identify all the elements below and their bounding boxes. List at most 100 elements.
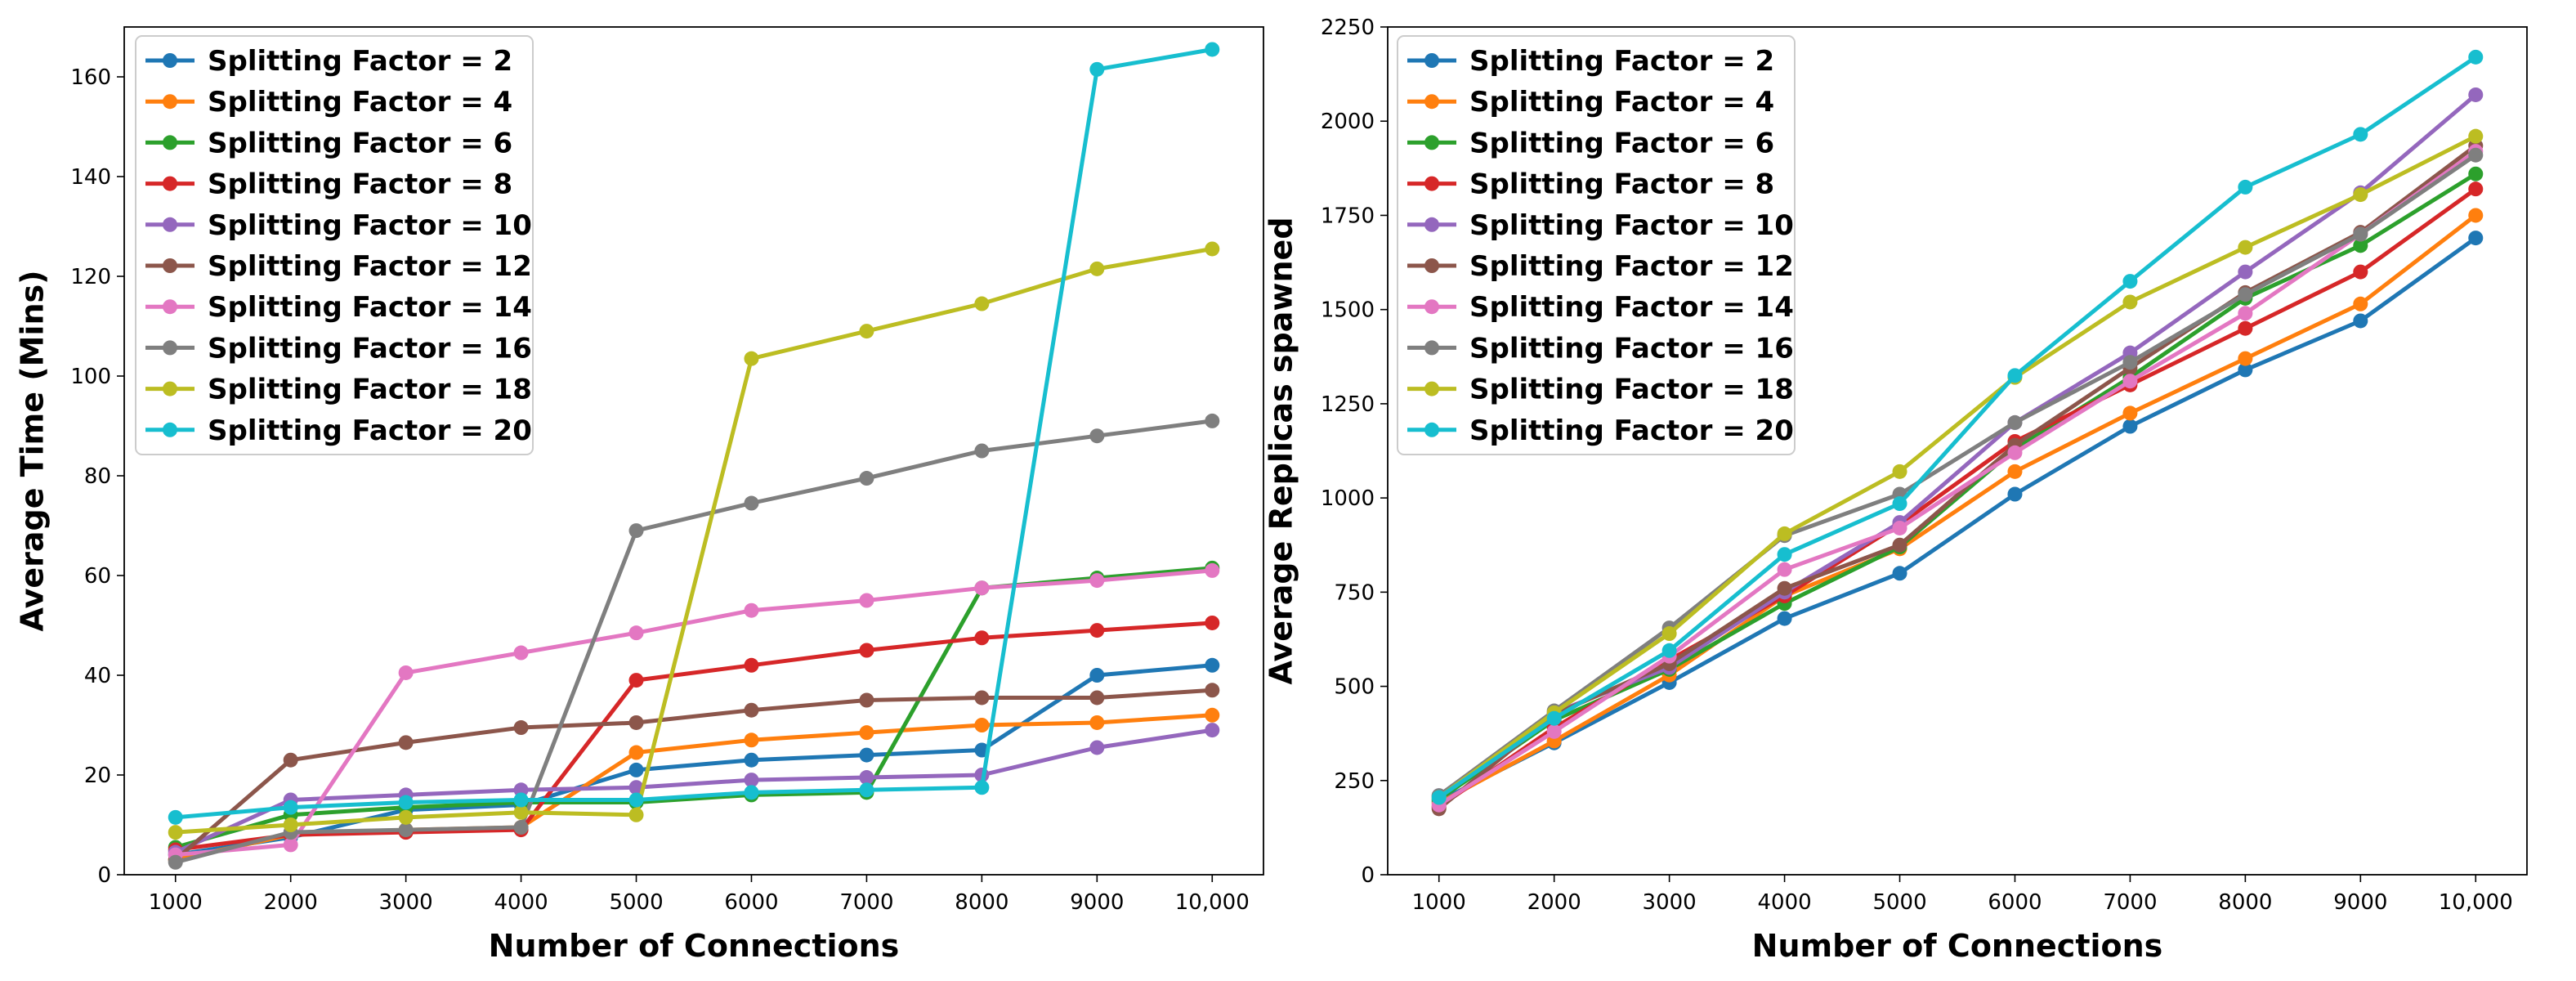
legend-marker bbox=[1424, 94, 1439, 110]
y-tick-label-2000: 2000 bbox=[1321, 110, 1375, 134]
data-point-splitting-factor-20-7000 bbox=[859, 782, 874, 798]
x-tick-label-2000: 2000 bbox=[264, 890, 318, 915]
data-point-splitting-factor-10-10-000 bbox=[1205, 723, 1220, 738]
series-line-splitting-factor-18 bbox=[1438, 134, 2477, 800]
data-point-splitting-factor-4-10-000 bbox=[1205, 707, 1220, 723]
legend-marker bbox=[163, 299, 177, 315]
data-point-splitting-factor-14-6000 bbox=[2007, 445, 2023, 460]
legend-label: Splitting Factor = 16 bbox=[208, 332, 532, 365]
legend-entry-splitting-factor-4: Splitting Factor = 4 bbox=[145, 86, 512, 119]
x-tick-label-5000: 5000 bbox=[1872, 890, 1926, 915]
data-point-splitting-factor-12-3000 bbox=[398, 735, 414, 750]
legend-label: Splitting Factor = 4 bbox=[1469, 86, 1774, 119]
legend-label: Splitting Factor = 12 bbox=[1469, 250, 1794, 283]
data-point-splitting-factor-4-6000 bbox=[744, 732, 759, 748]
x-tick-label-6000: 6000 bbox=[724, 890, 778, 915]
chart-average-replicas: 1000 2000 3000 4000 5000 6000 7000 8000 9000 10,0… bbox=[1263, 16, 2528, 964]
data-point-splitting-factor-8-9000 bbox=[2353, 264, 2368, 280]
series-splitting-factor-14 bbox=[168, 562, 1220, 862]
data-point-splitting-factor-12-5000 bbox=[1892, 537, 1907, 553]
legend-marker bbox=[163, 258, 177, 273]
legend-label: Splitting Factor = 14 bbox=[1469, 291, 1794, 324]
data-point-splitting-factor-10-7000 bbox=[859, 770, 874, 786]
series-line-splitting-factor-14 bbox=[175, 568, 1213, 858]
legend-marker bbox=[1424, 422, 1439, 437]
data-point-splitting-factor-14-3000 bbox=[398, 665, 414, 680]
data-point-splitting-factor-4-7000 bbox=[859, 725, 874, 741]
data-point-splitting-factor-2-8000 bbox=[2238, 362, 2253, 378]
y-tick-label-80: 80 bbox=[84, 464, 111, 489]
data-point-splitting-factor-2-6000 bbox=[2007, 486, 2023, 502]
x-tick-label-2000: 2000 bbox=[1527, 890, 1581, 915]
series-line-splitting-factor-16 bbox=[1438, 153, 2477, 798]
y-tick-label-0: 0 bbox=[1361, 863, 1375, 888]
data-point-splitting-factor-14-5000 bbox=[1892, 520, 1907, 535]
data-point-splitting-factor-20-6000 bbox=[744, 785, 759, 800]
x-axis-label: Number of Connections bbox=[1752, 928, 2163, 964]
x-tick-label-3000: 3000 bbox=[1643, 890, 1697, 915]
data-point-splitting-factor-2-7000 bbox=[2122, 419, 2138, 434]
x-tick-label-3000: 3000 bbox=[379, 890, 433, 915]
data-point-splitting-factor-16-7000 bbox=[2122, 355, 2138, 370]
series-line-splitting-factor-14 bbox=[1438, 150, 2477, 807]
x-tick-label-9000: 9000 bbox=[2333, 890, 2387, 915]
legend-marker bbox=[1424, 217, 1439, 232]
data-point-splitting-factor-10-8000 bbox=[2238, 264, 2253, 280]
y-tick-label-160: 160 bbox=[70, 65, 111, 90]
legend-entry-splitting-factor-8: Splitting Factor = 8 bbox=[145, 168, 512, 201]
y-tick-label-2250: 2250 bbox=[1321, 16, 1375, 40]
data-point-splitting-factor-2-5000 bbox=[628, 762, 644, 777]
data-point-splitting-factor-14-8000 bbox=[2238, 306, 2253, 321]
data-point-splitting-factor-10-10-000 bbox=[2468, 87, 2484, 102]
y-tick-label-500: 500 bbox=[1334, 675, 1375, 700]
data-point-splitting-factor-16-9000 bbox=[1089, 428, 1105, 444]
data-point-splitting-factor-14-7000 bbox=[859, 593, 874, 608]
data-point-splitting-factor-18-3000 bbox=[1661, 626, 1677, 642]
data-point-splitting-factor-20-2000 bbox=[283, 800, 298, 815]
legend-marker bbox=[1424, 299, 1439, 315]
data-point-splitting-factor-14-6000 bbox=[744, 602, 759, 618]
data-point-splitting-factor-20-3000 bbox=[1661, 643, 1677, 658]
data-point-splitting-factor-20-7000 bbox=[2122, 274, 2138, 289]
legend-marker bbox=[1424, 176, 1439, 191]
data-point-splitting-factor-4-10-000 bbox=[2468, 208, 2484, 223]
y-axis-label: Average Replicas spawned bbox=[1263, 217, 1299, 684]
data-point-splitting-factor-8-8000 bbox=[2238, 320, 2253, 336]
legend-marker bbox=[163, 53, 177, 68]
data-point-splitting-factor-16-8000 bbox=[2238, 287, 2253, 302]
data-point-splitting-factor-20-10-000 bbox=[2468, 49, 2484, 65]
data-point-splitting-factor-12-8000 bbox=[974, 690, 990, 706]
series-line-splitting-factor-20 bbox=[1438, 55, 2477, 800]
legend-entry-splitting-factor-18: Splitting Factor = 18 bbox=[1407, 374, 1794, 406]
legend-label: Splitting Factor = 18 bbox=[1469, 374, 1794, 406]
data-point-splitting-factor-18-10-000 bbox=[2468, 128, 2484, 144]
y-tick-label-250: 250 bbox=[1334, 769, 1375, 794]
x-tick-label-7000: 7000 bbox=[839, 890, 893, 915]
legend: Splitting Factor = 2 Splitting Factor = 4… bbox=[135, 35, 534, 455]
y-tick-label-60: 60 bbox=[84, 564, 111, 589]
legend: Splitting Factor = 2 Splitting Factor = 4… bbox=[1397, 35, 1796, 455]
data-point-splitting-factor-10-6000 bbox=[744, 773, 759, 788]
y-tick-label-750: 750 bbox=[1334, 580, 1375, 605]
data-point-splitting-factor-14-4000 bbox=[1777, 562, 1792, 577]
data-point-splitting-factor-20-4000 bbox=[1777, 547, 1792, 562]
series-line-splitting-factor-8 bbox=[175, 620, 1213, 852]
data-point-splitting-factor-18-7000 bbox=[2122, 294, 2138, 310]
data-point-splitting-factor-18-2000 bbox=[283, 818, 298, 832]
series-splitting-factor-4 bbox=[168, 707, 1220, 867]
data-point-splitting-factor-4-6000 bbox=[2007, 464, 2023, 479]
x-tick-label-9000: 9000 bbox=[1070, 890, 1124, 915]
x-tick-label-6000: 6000 bbox=[1988, 890, 2042, 915]
legend-marker bbox=[163, 176, 177, 191]
data-point-splitting-factor-18-4000 bbox=[1777, 526, 1792, 541]
legend-entry-splitting-factor-16: Splitting Factor = 16 bbox=[145, 332, 532, 365]
data-point-splitting-factor-18-6000 bbox=[744, 351, 759, 366]
x-tick-label-5000: 5000 bbox=[609, 890, 663, 915]
data-point-splitting-factor-8-6000 bbox=[744, 657, 759, 673]
y-tick-label-40: 40 bbox=[84, 664, 111, 688]
data-point-splitting-factor-12-6000 bbox=[744, 702, 759, 718]
legend-label: Splitting Factor = 16 bbox=[1469, 332, 1794, 365]
y-tick-label-1750: 1750 bbox=[1321, 204, 1375, 228]
data-point-splitting-factor-18-7000 bbox=[859, 324, 874, 339]
